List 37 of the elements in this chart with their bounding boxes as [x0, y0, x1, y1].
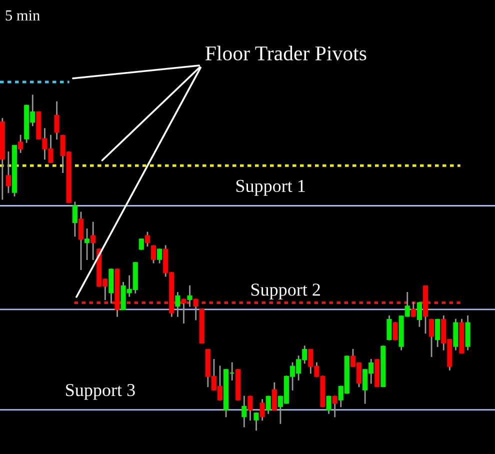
candlestick: [242, 396, 247, 428]
candlestick: [175, 292, 180, 317]
text: Floor Trader Pivots: [205, 46, 366, 60]
candlestick: [108, 268, 114, 304]
candlestick: [254, 412, 259, 431]
candlestick: [386, 315, 392, 340]
candlestick: [272, 382, 277, 411]
candlestick: [138, 238, 144, 250]
candlestick: [453, 318, 458, 350]
candlestick: [392, 322, 398, 340]
candlestick: [54, 101, 60, 140]
chart-title: 5 min: [6, 10, 40, 21]
candlestick: [72, 202, 78, 237]
candlestick: [90, 222, 96, 260]
candlestick: [6, 152, 12, 194]
candlestick: [150, 245, 156, 264]
candlestick: [465, 315, 470, 350]
ref-line-label: Support 1: [236, 180, 305, 196]
candlestick: [181, 298, 186, 324]
ref-line-label: Support 2: [251, 284, 320, 300]
candlestick: [157, 248, 162, 264]
candlestick: [435, 318, 440, 347]
candlestick: [144, 232, 150, 247]
candlestick: [410, 302, 416, 317]
candlestick: [78, 212, 84, 270]
candlestick: [416, 302, 422, 327]
candlestick: [428, 318, 434, 358]
candlestick: [326, 396, 332, 414]
candlestick: [332, 396, 338, 418]
candlestick: [193, 298, 198, 320]
candlestick: [84, 228, 90, 260]
candlestick: [187, 285, 192, 307]
candlestick: [248, 396, 253, 421]
candlestick: [260, 399, 265, 421]
candlestick: [18, 134, 24, 153]
ref-line-label: Support 3: [66, 384, 135, 400]
candlestick: [266, 396, 271, 414]
